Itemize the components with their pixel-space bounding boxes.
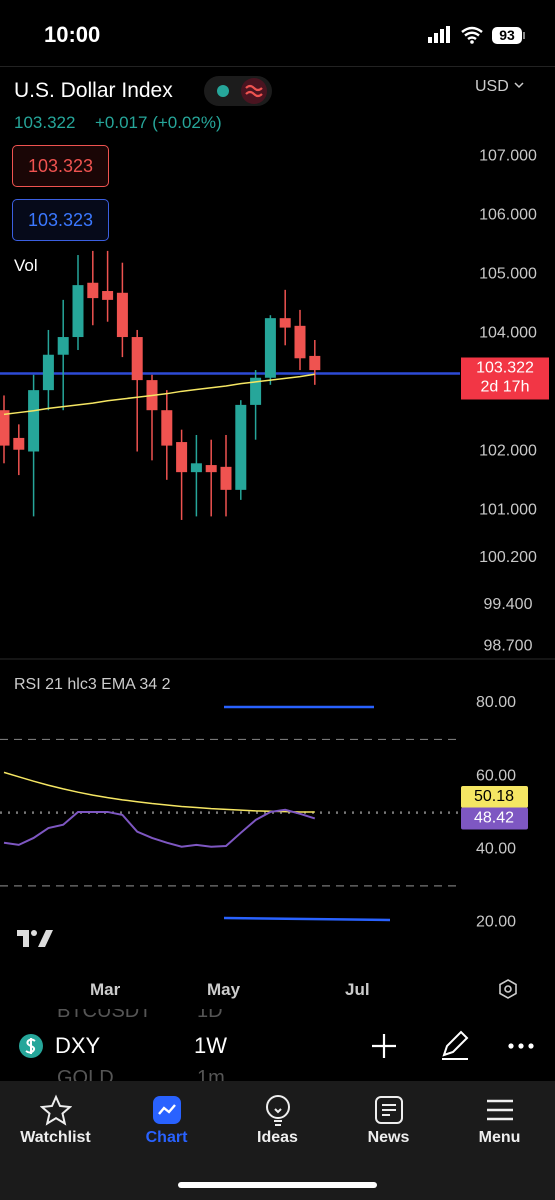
candle-body xyxy=(309,355,321,371)
time-label: Mar xyxy=(90,980,121,999)
rsi-tick-label: 60.00 xyxy=(476,767,516,784)
rsi-line xyxy=(3,808,316,848)
status-pill[interactable] xyxy=(204,76,272,106)
tab-watchlist[interactable]: Watchlist xyxy=(0,1082,111,1170)
candle-body xyxy=(250,377,262,405)
price-change: +0.017 (+0.02%) xyxy=(95,113,222,132)
candle-body xyxy=(131,337,143,381)
ghost-interval: 1D xyxy=(197,1009,223,1022)
candle-body xyxy=(176,442,188,473)
tab-label: Watchlist xyxy=(20,1129,91,1146)
y-tick-label: 101.000 xyxy=(479,502,537,519)
rsi-tag xyxy=(461,807,528,830)
rsi-tick-label: 80.00 xyxy=(476,694,516,711)
price-tag-countdown: 2d 17h xyxy=(481,379,530,396)
rsi-ema-tag-value: 50.18 xyxy=(474,788,514,805)
settings-icon[interactable] xyxy=(499,979,517,999)
y-tick-label: 102.000 xyxy=(479,443,537,460)
y-tick-label: 104.000 xyxy=(479,325,537,342)
symbol-title[interactable]: U.S. Dollar Index xyxy=(14,79,173,102)
candle-body xyxy=(279,318,291,328)
y-tick-label: 107.000 xyxy=(479,148,537,165)
tab-label: Ideas xyxy=(257,1129,298,1146)
y-tick-label: 99.400 xyxy=(484,596,533,613)
price-tag xyxy=(461,357,549,400)
time-label: May xyxy=(207,980,241,999)
tab-label: Chart xyxy=(145,1129,188,1146)
candle-body xyxy=(13,437,25,450)
chart: RSI 21 hlc3 EMA 34 2 107.000 106.000 105.0… xyxy=(0,148,555,999)
rsi-tag-value: 48.42 xyxy=(474,810,514,827)
currency-caret xyxy=(514,82,524,89)
sell-button[interactable]: 103.323 xyxy=(12,145,109,187)
candle-body xyxy=(294,325,306,359)
tab-label: Menu xyxy=(478,1129,521,1146)
status-time: 10:00 xyxy=(44,22,101,47)
candle-body xyxy=(235,404,247,490)
candle-body xyxy=(116,292,128,338)
candle-body xyxy=(87,282,99,299)
tab-ideas[interactable]: Ideas xyxy=(222,1082,333,1170)
last-price: 103.322 xyxy=(14,113,76,132)
add-button[interactable] xyxy=(371,1033,397,1059)
y-tick-label: 105.000 xyxy=(479,266,537,283)
candle-body xyxy=(28,390,40,452)
currency[interactable]: USD xyxy=(475,78,509,95)
rsi-label: RSI 21 hlc3 EMA 34 2 xyxy=(14,676,171,693)
tab-menu[interactable]: Menu xyxy=(444,1082,555,1170)
y-tick-label: 100.200 xyxy=(479,549,537,566)
status-icons xyxy=(428,26,525,44)
buy-button[interactable]: 103.323 xyxy=(12,199,109,241)
moving-average xyxy=(3,373,315,416)
tab-label: News xyxy=(367,1129,410,1146)
candle-body xyxy=(190,463,202,473)
candle-body xyxy=(220,466,232,490)
toolbar: BTCUSDT 1D GOLD 1m DXY 1W xyxy=(0,1009,555,1081)
rsi-tick-label: 20.00 xyxy=(476,914,516,931)
rsi-ema xyxy=(3,771,315,813)
tab-bar xyxy=(0,1081,555,1200)
price-tag-value: 103.322 xyxy=(476,360,534,377)
draw-button[interactable] xyxy=(440,1029,470,1061)
y-tick-label: 106.000 xyxy=(479,207,537,224)
battery-level: 93 xyxy=(499,27,515,43)
volume-label: Vol xyxy=(14,256,38,275)
ghost-symbol: BTCUSDT xyxy=(57,1009,152,1022)
tab-chart[interactable]: Chart xyxy=(111,1082,222,1170)
toolbar-interval[interactable]: 1W xyxy=(194,1033,227,1058)
rsi-tick-label: 40.00 xyxy=(476,841,516,858)
tv-logo xyxy=(17,930,53,947)
drawing-line[interactable] xyxy=(223,916,391,922)
rsi-ema-tag xyxy=(461,786,528,809)
candle-body xyxy=(205,465,217,473)
toolbar-symbol[interactable]: DXY xyxy=(55,1033,101,1058)
more-button[interactable] xyxy=(508,1042,534,1050)
candle-body xyxy=(0,410,10,446)
candle-body xyxy=(42,354,54,391)
ghost-interval: 1m xyxy=(197,1067,225,1081)
y-tick-label: 98.700 xyxy=(484,637,533,654)
candle-body xyxy=(57,337,69,355)
time-label: Jul xyxy=(345,980,370,999)
candle-body xyxy=(72,285,84,338)
home-indicator xyxy=(178,1182,377,1188)
candle-body xyxy=(102,291,114,300)
ghost-symbol: GOLD xyxy=(57,1067,114,1081)
candle-body xyxy=(161,410,173,446)
symbol-icon xyxy=(19,1034,43,1058)
tab-news[interactable]: News xyxy=(333,1082,444,1170)
divider xyxy=(0,66,555,67)
candle-body xyxy=(264,318,276,378)
